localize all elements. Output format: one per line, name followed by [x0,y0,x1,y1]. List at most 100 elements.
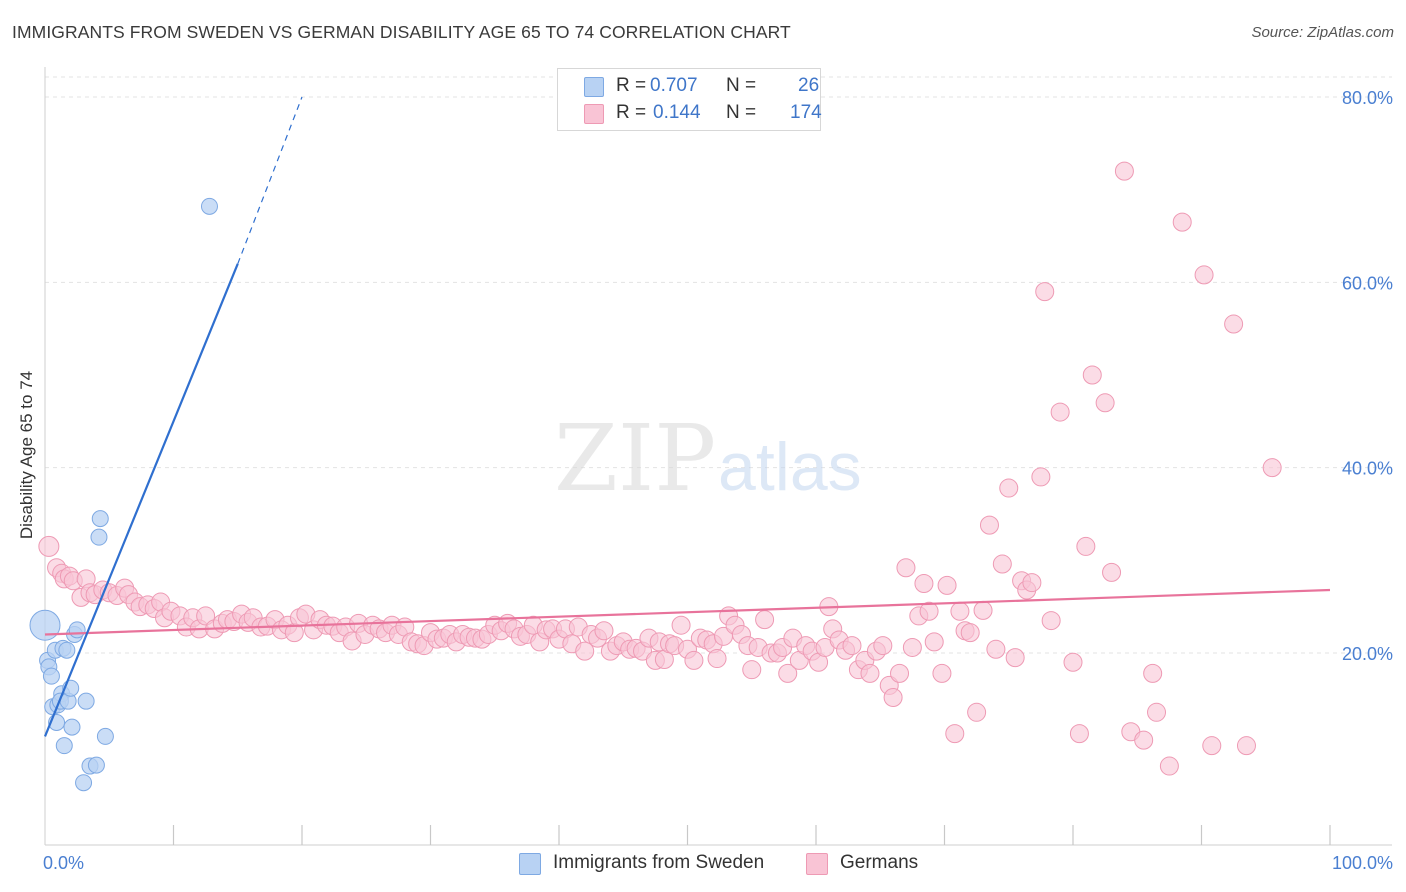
data-point [967,702,987,722]
legend-swatch-sweden [584,77,604,97]
data-point [924,632,944,652]
data-point [55,737,73,755]
data-point [778,663,798,683]
series-germans [38,161,1282,776]
legend-r-value-sweden: 0.707 [650,75,698,96]
data-point [945,724,965,744]
data-point [1041,611,1061,631]
tick-labels: 20.0% 40.0% 60.0% 80.0% 0.0% 100.0% [43,88,1393,873]
data-point [594,621,614,641]
data-point [1262,458,1282,478]
y-tick-label: 20.0% [1342,644,1393,664]
legend-swatch-germans [584,104,604,124]
trend-line-sweden-extension [237,96,303,265]
data-point [1069,724,1089,744]
data-point [755,610,775,630]
data-point [979,515,999,535]
data-point [950,601,970,621]
data-point [1114,161,1134,181]
data-point [1050,402,1070,422]
legend-r-value-germans: 0.144 [653,102,701,123]
data-point [1147,702,1167,722]
data-point [1082,365,1102,385]
data-point [575,641,595,661]
data-point [1063,652,1083,672]
y-axis-label: Disability Age 65 to 74 [17,371,36,539]
data-point [1134,730,1154,750]
data-point [68,621,86,639]
legend-swatch-sweden [519,853,541,875]
legend-row-germans: R = 0.144 N = 174 [558,100,822,128]
legend-item-germans[interactable]: Germans [806,852,946,876]
data-point [91,510,109,528]
data-point [873,636,893,656]
data-point [932,663,952,683]
legend-swatch-germans [806,853,828,875]
y-tick-label: 80.0% [1342,88,1393,108]
legend-r-label: R = [616,75,647,96]
data-point [96,727,114,745]
data-point [29,609,61,641]
axes [44,67,1392,846]
data-point [999,478,1019,498]
data-point [38,535,60,557]
data-point [196,606,216,626]
trend-line-sweden [43,263,239,737]
correlation-legend: R = 0.707 N = 26 R = 0.144 N = 174 [557,68,822,131]
y-tick-label: 40.0% [1342,459,1393,479]
data-point [919,601,939,621]
trend-lines [43,96,1331,737]
source-label: Source: ZipAtlas.com [1251,24,1394,41]
legend-n-label: N = [726,75,757,96]
data-point [1095,393,1115,413]
x-tick-label: 100.0% [1332,853,1393,873]
data-point [742,660,762,680]
data-point [960,623,980,643]
legend-item-sweden[interactable]: Immigrants from Sweden [519,852,789,876]
data-point [87,756,105,774]
data-point [986,639,1006,659]
data-point [937,575,957,595]
data-point [1022,573,1042,593]
data-point [58,641,76,659]
data-point [1159,756,1179,776]
watermark-zip: ZIP [554,405,716,512]
data-point [973,600,993,620]
trend-line-germans [44,588,1331,636]
x-tick-label: 0.0% [43,853,84,873]
data-point [902,637,922,657]
data-point [1031,467,1051,487]
data-point [1236,736,1256,756]
data-point [1202,736,1222,756]
legend-label-sweden: Immigrants from Sweden [553,852,765,873]
data-point [914,574,934,593]
legend-r-label: R = [616,102,647,123]
data-point [1194,265,1214,285]
data-point [1035,282,1055,302]
chart-title: IMMIGRANTS FROM SWEDEN VS GERMAN DISABIL… [12,22,791,42]
data-point [63,718,81,736]
data-point [883,687,903,707]
data-point [1102,562,1122,582]
data-point [1005,648,1025,668]
data-point [200,197,218,215]
data-point [842,636,862,656]
legend-row-sweden: R = 0.707 N = 26 [558,73,820,101]
data-point [90,528,108,546]
data-point [1172,212,1192,232]
data-point [1076,536,1096,556]
data-point [671,615,691,635]
data-point [896,558,916,578]
data-point [42,667,60,685]
legend-label-germans: Germans [840,852,919,873]
legend-n-value-germans: 174 [790,102,822,123]
watermark-atlas: atlas [718,429,862,505]
data-point [1224,314,1244,334]
data-point [1143,663,1163,683]
gridlines [45,76,1392,654]
data-point [992,554,1012,574]
data-point [707,649,727,669]
data-point [684,650,704,670]
data-point [890,663,910,683]
